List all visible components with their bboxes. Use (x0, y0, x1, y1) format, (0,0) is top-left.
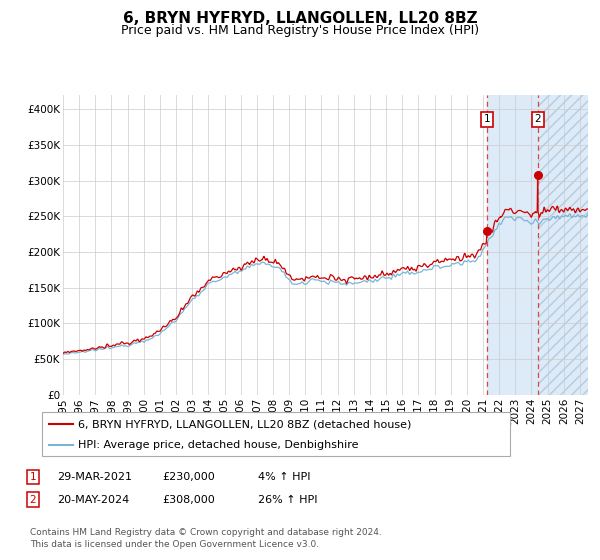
Text: 4% ↑ HPI: 4% ↑ HPI (258, 472, 311, 482)
Text: 2: 2 (29, 494, 37, 505)
Text: 29-MAR-2021: 29-MAR-2021 (57, 472, 132, 482)
Bar (538, 95, 588, 395)
Text: Contains HM Land Registry data © Crown copyright and database right 2024.
This d: Contains HM Land Registry data © Crown c… (30, 528, 382, 549)
Text: £230,000: £230,000 (162, 472, 215, 482)
Text: 1: 1 (484, 114, 490, 124)
Text: 2: 2 (534, 114, 541, 124)
Text: HPI: Average price, detached house, Denbighshire: HPI: Average price, detached house, Denb… (78, 440, 359, 450)
Text: 20-MAY-2024: 20-MAY-2024 (57, 494, 129, 505)
Text: Price paid vs. HM Land Registry's House Price Index (HPI): Price paid vs. HM Land Registry's House … (121, 24, 479, 37)
Bar (487, 95, 538, 395)
Text: £308,000: £308,000 (162, 494, 215, 505)
Text: 6, BRYN HYFRYD, LLANGOLLEN, LL20 8BZ (detached house): 6, BRYN HYFRYD, LLANGOLLEN, LL20 8BZ (de… (78, 419, 412, 429)
Bar (538, 95, 588, 395)
Text: 6, BRYN HYFRYD, LLANGOLLEN, LL20 8BZ: 6, BRYN HYFRYD, LLANGOLLEN, LL20 8BZ (122, 11, 478, 26)
Text: 26% ↑ HPI: 26% ↑ HPI (258, 494, 317, 505)
Text: 1: 1 (29, 472, 37, 482)
